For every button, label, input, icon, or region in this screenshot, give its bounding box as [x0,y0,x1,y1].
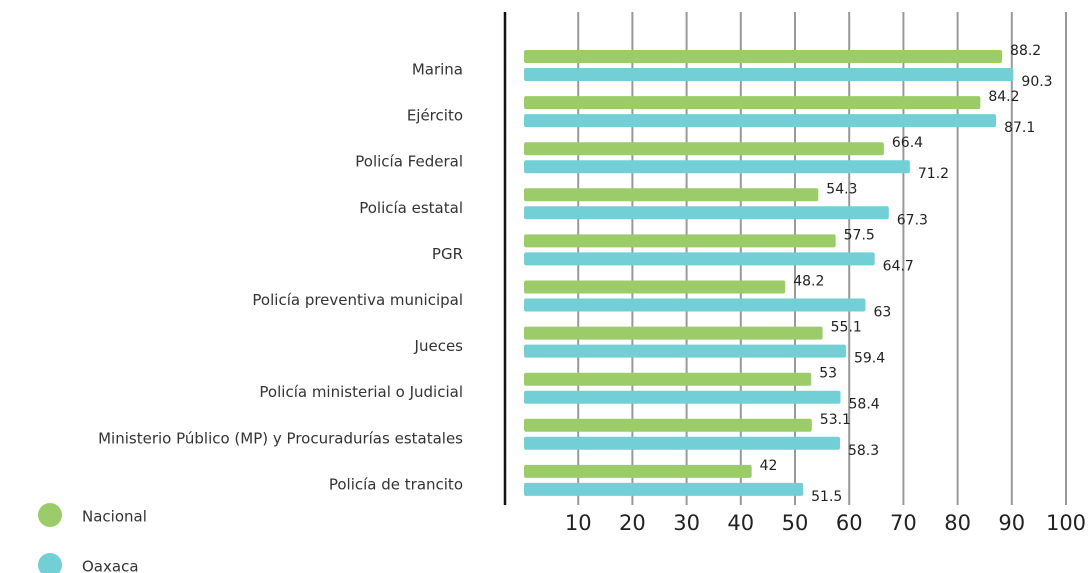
bar [524,160,910,174]
value-label: 55.1 [831,320,862,336]
category-label: Policía Federal [355,153,463,171]
value-label: 51.5 [811,489,842,505]
bar [524,96,981,110]
value-label: 48.2 [793,274,824,290]
bar [524,418,812,432]
value-label: 64.7 [883,258,914,274]
x-tick-label: 90 [998,511,1025,535]
x-tick-label: 20 [619,511,646,535]
value-label: 42 [760,458,778,474]
value-label: 54.3 [826,181,857,197]
value-label: 58.3 [848,443,879,459]
category-label: Policía de trancito [329,475,463,493]
legend-label: Nacional [82,508,147,526]
x-tick-label: 40 [727,511,754,535]
bar [524,234,836,248]
bar [524,114,997,128]
x-tick-label: 100 [1046,511,1086,535]
bar [524,390,841,404]
category-label: Ejército [407,107,463,125]
value-label: 84.2 [988,89,1019,105]
legend-swatch [38,553,62,573]
category-label: Marina [412,61,463,79]
x-tick-label: 30 [673,511,700,535]
bar [524,464,752,478]
category-label: Policía preventiva municipal [252,291,463,309]
category-label: Ministerio Público (MP) y Procuradurías … [98,429,463,447]
x-tick-label: 10 [565,511,592,535]
bar [524,206,889,220]
bar [524,482,804,496]
bar [524,326,823,340]
x-tick-label: 80 [944,511,971,535]
bar [524,280,786,294]
value-label: 66.4 [892,135,923,151]
value-label: 67.3 [897,212,928,228]
legend-swatch [38,503,62,527]
value-label: 63 [873,305,891,321]
bar [524,436,840,450]
bar [524,142,884,156]
bar [524,50,1003,63]
bar [524,188,819,202]
value-label: 53 [819,366,837,382]
x-tick-label: 50 [782,511,809,535]
value-label: 57.5 [844,227,875,243]
legend-label: Oaxaca [82,558,139,573]
bar [524,252,875,266]
value-label: 88.2 [1010,43,1041,59]
x-tick-label: 60 [836,511,863,535]
value-label: 87.1 [1004,120,1035,136]
bar [524,372,812,386]
bar [524,344,846,358]
category-label: Policía ministerial o Judicial [259,383,463,401]
value-label: 71.2 [918,166,949,182]
bar [524,298,866,312]
category-label: Policía estatal [359,199,463,217]
value-label: 59.4 [854,351,885,367]
value-label: 58.4 [849,397,880,413]
category-label: Jueces [414,337,464,355]
category-label: PGR [432,245,463,263]
value-label: 90.3 [1021,74,1052,90]
value-label: 53.1 [820,412,851,428]
bar [524,68,1014,81]
x-tick-label: 70 [890,511,917,535]
